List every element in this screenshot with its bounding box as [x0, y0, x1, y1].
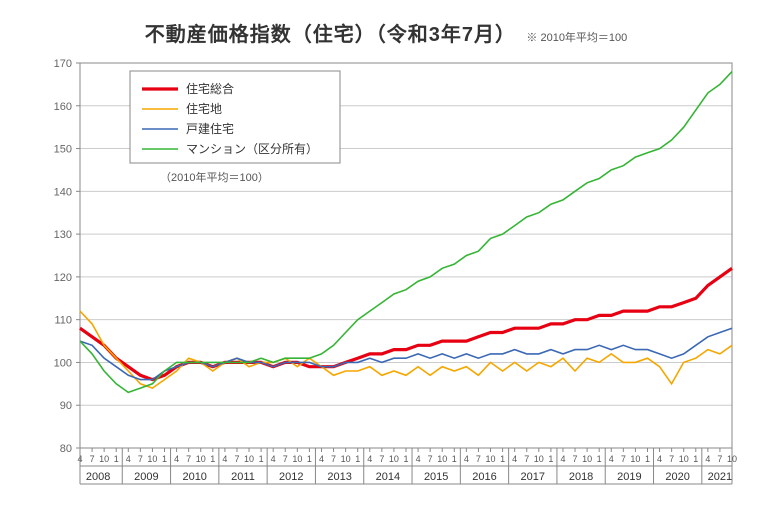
svg-text:10: 10: [147, 454, 157, 464]
legend-label: マンション（区分所有）: [186, 142, 318, 156]
svg-text:2021: 2021: [708, 471, 732, 483]
svg-text:170: 170: [54, 58, 72, 70]
svg-text:2010: 2010: [182, 471, 206, 483]
svg-text:2015: 2015: [424, 471, 448, 483]
svg-text:10: 10: [292, 454, 302, 464]
svg-text:130: 130: [54, 229, 72, 241]
svg-text:4: 4: [174, 454, 179, 464]
legend-label: 住宅総合: [186, 81, 234, 96]
svg-text:4: 4: [705, 454, 710, 464]
svg-text:7: 7: [90, 454, 95, 464]
svg-text:4: 4: [657, 454, 662, 464]
svg-text:10: 10: [244, 454, 254, 464]
svg-text:4: 4: [512, 454, 517, 464]
svg-text:4: 4: [126, 454, 131, 464]
svg-text:1: 1: [548, 454, 553, 464]
svg-text:160: 160: [54, 101, 72, 113]
series-戸建住宅: [80, 328, 732, 379]
svg-text:7: 7: [428, 454, 433, 464]
svg-text:2018: 2018: [569, 471, 593, 483]
svg-text:2016: 2016: [472, 471, 496, 483]
svg-text:4: 4: [319, 454, 324, 464]
svg-text:2011: 2011: [231, 471, 255, 483]
svg-text:7: 7: [621, 454, 626, 464]
svg-text:10: 10: [99, 454, 109, 464]
svg-text:1: 1: [403, 454, 408, 464]
svg-text:2009: 2009: [134, 471, 158, 483]
svg-text:1: 1: [307, 454, 312, 464]
svg-text:150: 150: [54, 144, 72, 156]
svg-text:4: 4: [416, 454, 421, 464]
svg-text:10: 10: [341, 454, 351, 464]
svg-text:2008: 2008: [86, 471, 110, 483]
svg-text:7: 7: [717, 454, 722, 464]
svg-text:1: 1: [210, 454, 215, 464]
svg-text:7: 7: [331, 454, 336, 464]
svg-text:1: 1: [114, 454, 119, 464]
svg-text:100: 100: [54, 357, 72, 369]
chart-title: 不動産価格指数（住宅）（令和3年7月）: [145, 24, 516, 46]
svg-text:1: 1: [162, 454, 167, 464]
svg-text:7: 7: [524, 454, 529, 464]
svg-text:120: 120: [54, 272, 72, 284]
svg-text:2020: 2020: [665, 471, 689, 483]
svg-text:10: 10: [534, 454, 544, 464]
title-row: 不動産価格指数（住宅）（令和3年7月） ※ 2010年平均＝100: [20, 18, 752, 47]
svg-text:7: 7: [234, 454, 239, 464]
svg-text:80: 80: [60, 443, 72, 455]
svg-text:1: 1: [500, 454, 505, 464]
svg-text:140: 140: [54, 186, 72, 198]
svg-text:90: 90: [60, 400, 72, 412]
svg-text:7: 7: [573, 454, 578, 464]
svg-text:7: 7: [283, 454, 288, 464]
baseline-note: （2010年平均＝100）: [160, 170, 269, 184]
svg-text:2019: 2019: [617, 471, 641, 483]
svg-text:2013: 2013: [327, 471, 351, 483]
legend-label: 戸建住宅: [186, 121, 234, 136]
svg-text:1: 1: [597, 454, 602, 464]
svg-text:1: 1: [259, 454, 264, 464]
svg-text:7: 7: [138, 454, 143, 464]
svg-text:4: 4: [464, 454, 469, 464]
svg-text:1: 1: [355, 454, 360, 464]
svg-text:7: 7: [379, 454, 384, 464]
line-chart: 8090100110120130140150160170471014710147…: [20, 53, 752, 503]
svg-text:2012: 2012: [279, 471, 303, 483]
svg-text:4: 4: [222, 454, 227, 464]
svg-text:1: 1: [452, 454, 457, 464]
svg-text:1: 1: [645, 454, 650, 464]
svg-text:2017: 2017: [521, 471, 545, 483]
svg-text:10: 10: [437, 454, 447, 464]
legend-label: 住宅地: [186, 101, 222, 116]
svg-text:4: 4: [609, 454, 614, 464]
chart-container: 不動産価格指数（住宅）（令和3年7月） ※ 2010年平均＝100 80 90 10…: [0, 0, 772, 514]
svg-text:10: 10: [389, 454, 399, 464]
svg-text:7: 7: [476, 454, 481, 464]
svg-text:7: 7: [186, 454, 191, 464]
svg-text:7: 7: [669, 454, 674, 464]
svg-text:10: 10: [679, 454, 689, 464]
chart-subtitle: ※ 2010年平均＝100: [526, 32, 627, 44]
svg-text:4: 4: [271, 454, 276, 464]
svg-text:4: 4: [560, 454, 565, 464]
svg-text:10: 10: [196, 454, 206, 464]
svg-text:10: 10: [486, 454, 496, 464]
svg-text:2014: 2014: [376, 471, 400, 483]
svg-text:10: 10: [582, 454, 592, 464]
svg-text:10: 10: [630, 454, 640, 464]
svg-text:4: 4: [367, 454, 372, 464]
svg-text:110: 110: [54, 315, 72, 327]
svg-text:1: 1: [693, 454, 698, 464]
